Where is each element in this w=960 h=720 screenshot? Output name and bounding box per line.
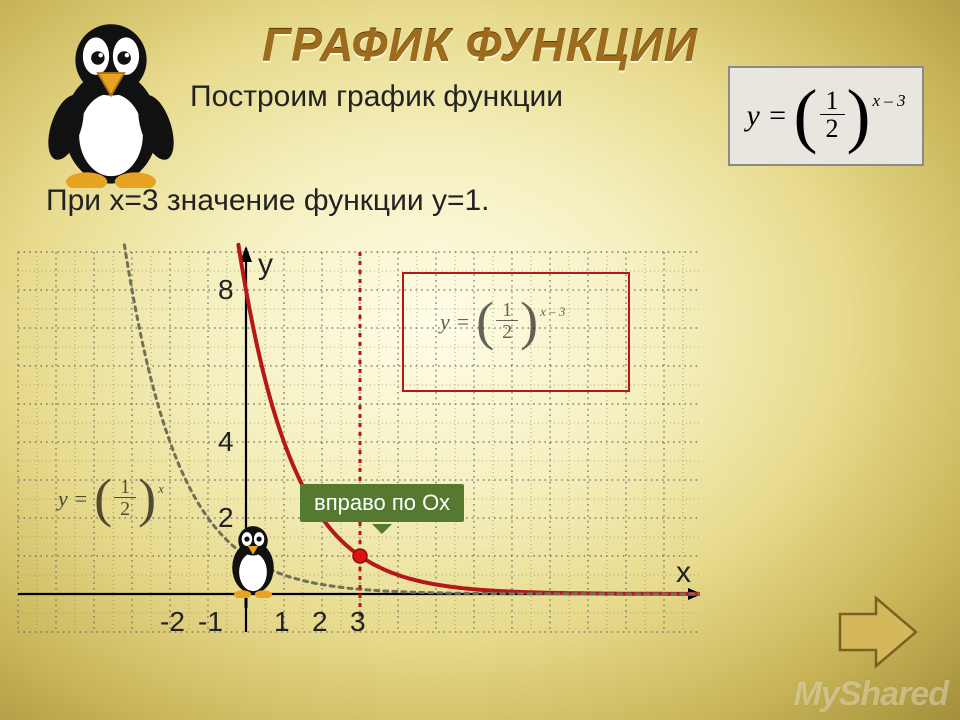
red-highlight-box (402, 272, 630, 392)
paren-left: ( (794, 87, 818, 145)
formula-lhs: y = (746, 99, 787, 133)
penguin-large-icon (36, 18, 186, 188)
x-tick: -1 (198, 606, 223, 638)
formula-box-top-right: y = ( 1 2 ) x – 3 (728, 66, 924, 166)
formula-original: y = ( 1 2 ) x (58, 477, 164, 520)
y-axis-label: у (258, 248, 273, 282)
x-tick: -2 (160, 606, 185, 638)
paren-right: ) (847, 87, 871, 145)
x-tick: 3 (350, 606, 366, 638)
watermark: MyShared (794, 675, 949, 714)
y-tick: 8 (218, 274, 234, 306)
x-tick: 2 (312, 606, 328, 638)
x-tick: 1 (274, 606, 290, 638)
next-arrow-button[interactable] (832, 592, 922, 672)
x-axis-label: х (676, 556, 691, 590)
subtitle: Построим график функции (190, 80, 563, 114)
formula-exp: x – 3 (872, 91, 905, 111)
formula-main: y = ( 1 2 ) x – 3 (746, 87, 905, 145)
explanation-text: При х=3 значение функции у=1. (46, 184, 490, 218)
y-tick: 4 (218, 426, 234, 458)
y-tick: 2 (218, 502, 234, 534)
fraction: 1 2 (820, 88, 845, 144)
shift-tooltip: вправо по Ох (300, 484, 464, 522)
